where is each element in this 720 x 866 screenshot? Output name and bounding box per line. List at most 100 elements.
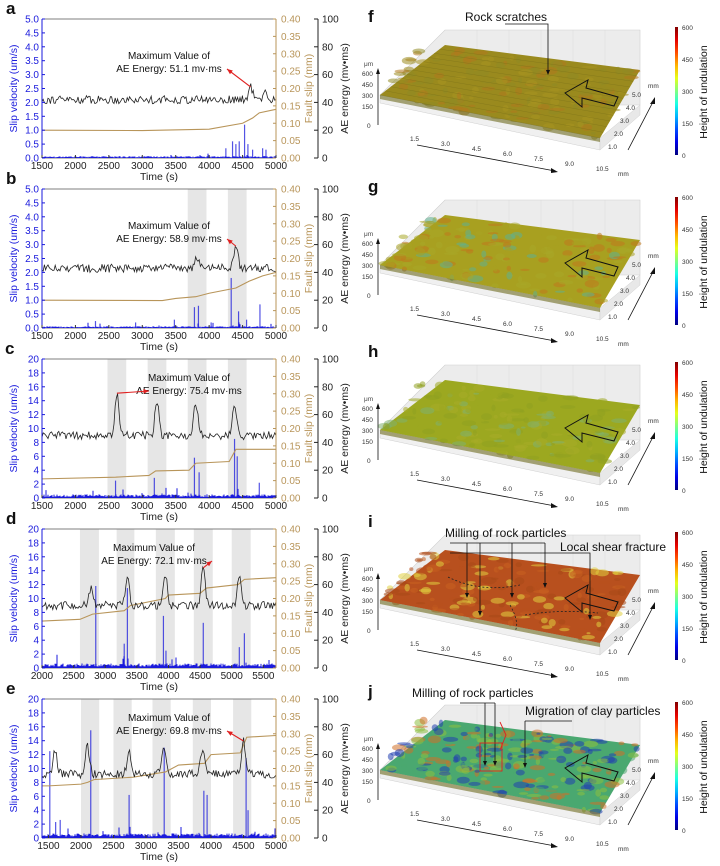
surface-patch [459,273,474,280]
x-tick-label: 3000 [94,671,117,682]
fault-slip-tick-label: 0.30 [281,49,301,60]
surface-patch [448,551,453,558]
x-axis-arrow-icon [551,338,558,343]
surface-patch [583,430,596,435]
surface-patch [438,771,451,776]
surface-patch [500,730,516,738]
surface-patch [439,438,448,444]
left-charts: a Maximum Value of AE Energy: 51.1 mv·ms 0.… [5,0,351,863]
surface-patch [531,786,545,793]
surface-patch [592,94,603,99]
left-tick-label: 4 [33,806,39,817]
surface-patch [576,789,590,792]
surface-patch [577,791,585,796]
surface-patch [442,87,448,94]
y-tick-label: 4.0 [626,780,635,787]
surface-patch [517,275,523,283]
surface-patch [394,69,410,73]
left-tick-label: 14 [28,396,40,407]
colorbar-tick-label: 450 [682,227,693,234]
x-tick-label: 3.0 [441,476,450,483]
surface-patch [477,585,492,591]
x-axis-label: Time (s) [140,171,178,183]
callout-arrow-icon [465,593,469,598]
surface-patch [496,558,509,563]
annotation-line1: Maximum Value of [113,543,195,554]
surface-patch [611,418,627,423]
side-wall [599,609,641,656]
surface-patch [505,82,516,87]
x-tick-label: 7.5 [534,156,543,163]
colorbar-tick-label: 150 [682,796,693,803]
ae-energy-axis: 0 20 40 60 80 100 AE energy (mv•ms) [314,185,351,335]
surface-patch [412,48,426,54]
colorbar-label: Height of undulation [698,550,710,644]
y-unit: mm [648,588,659,595]
x-tick-label: 1500 [37,841,60,852]
surface-patch [453,77,459,85]
surface-patch [490,389,503,397]
slip-direction-arrow-icon [564,78,619,109]
surface-patch [526,585,535,593]
z-tick-label: 600 [362,71,373,78]
left-axis: 0 2 4 6 8 10 12 14 16 18 20 Slip velocity (um/s) [8,525,45,675]
surface-patch [469,389,476,397]
surface-patch [514,614,523,618]
surface-patch [546,235,557,241]
surface-patch [488,732,493,737]
surface-patch [413,257,422,262]
surface-patch [506,603,517,612]
x-unit: mm [618,506,629,513]
left-axis-label: Slip velocity (um/s) [8,214,20,302]
annotation-line1: Maximum Value of [128,221,210,232]
x-tick-label: 10.5 [596,841,609,848]
surface-patch [481,413,492,420]
callout-line [505,23,549,72]
left-tick-label: 3.0 [25,70,39,81]
surface-patch [618,766,628,775]
surface-patch [469,267,477,272]
colorbar-tick-label: 0 [682,323,686,330]
surface-patch [432,59,441,62]
surface-patch [503,222,509,230]
annotation-arrow [116,389,150,394]
surface-patch [600,803,607,809]
surface-patch [536,569,550,572]
x-axis: 1500 2000 2500 3000 3500 4000 4500 5000 Time (s) [31,155,288,183]
surface-patch [539,795,550,800]
surface-patch [558,619,566,625]
surface-patch [555,290,565,293]
surface-patch [551,433,563,436]
surface-patch [473,50,488,56]
surface-patch [493,444,509,448]
surface-patch [517,594,525,600]
panel-letter: h [368,342,378,361]
surface-patch [526,254,537,258]
fault-slip-tick-label: 0.25 [281,747,301,758]
arrow-head [143,389,149,394]
z-unit: μm [364,396,373,403]
fault-slip-tick-label: 0.40 [281,355,301,366]
z-unit: μm [364,736,373,743]
shaded-band [113,699,132,838]
left-tick-label: 1.5 [25,112,39,123]
slip-direction-arrow-icon [564,753,619,784]
chart-panel-e: e Maximum Value of AE Energy: 69.8 mv·ms 0 2… [6,679,351,863]
ae-energy-line [41,83,277,105]
surface-patch [603,769,611,772]
surface-patch [460,430,472,437]
surface-patch [541,431,548,439]
y-unit: mm [648,418,659,425]
surface-patch [416,567,428,575]
surface-patch [493,580,508,588]
surface-patch [621,68,635,75]
surface-patch [633,746,640,752]
panel-letter: a [6,0,16,18]
shaded-band [147,359,167,498]
x-tick-label: 5000 [265,841,288,852]
y-tick-label: 1.0 [608,479,617,486]
surface-patch [486,107,499,112]
surface-patch [414,557,423,563]
x-tick-label: 3500 [126,671,149,682]
